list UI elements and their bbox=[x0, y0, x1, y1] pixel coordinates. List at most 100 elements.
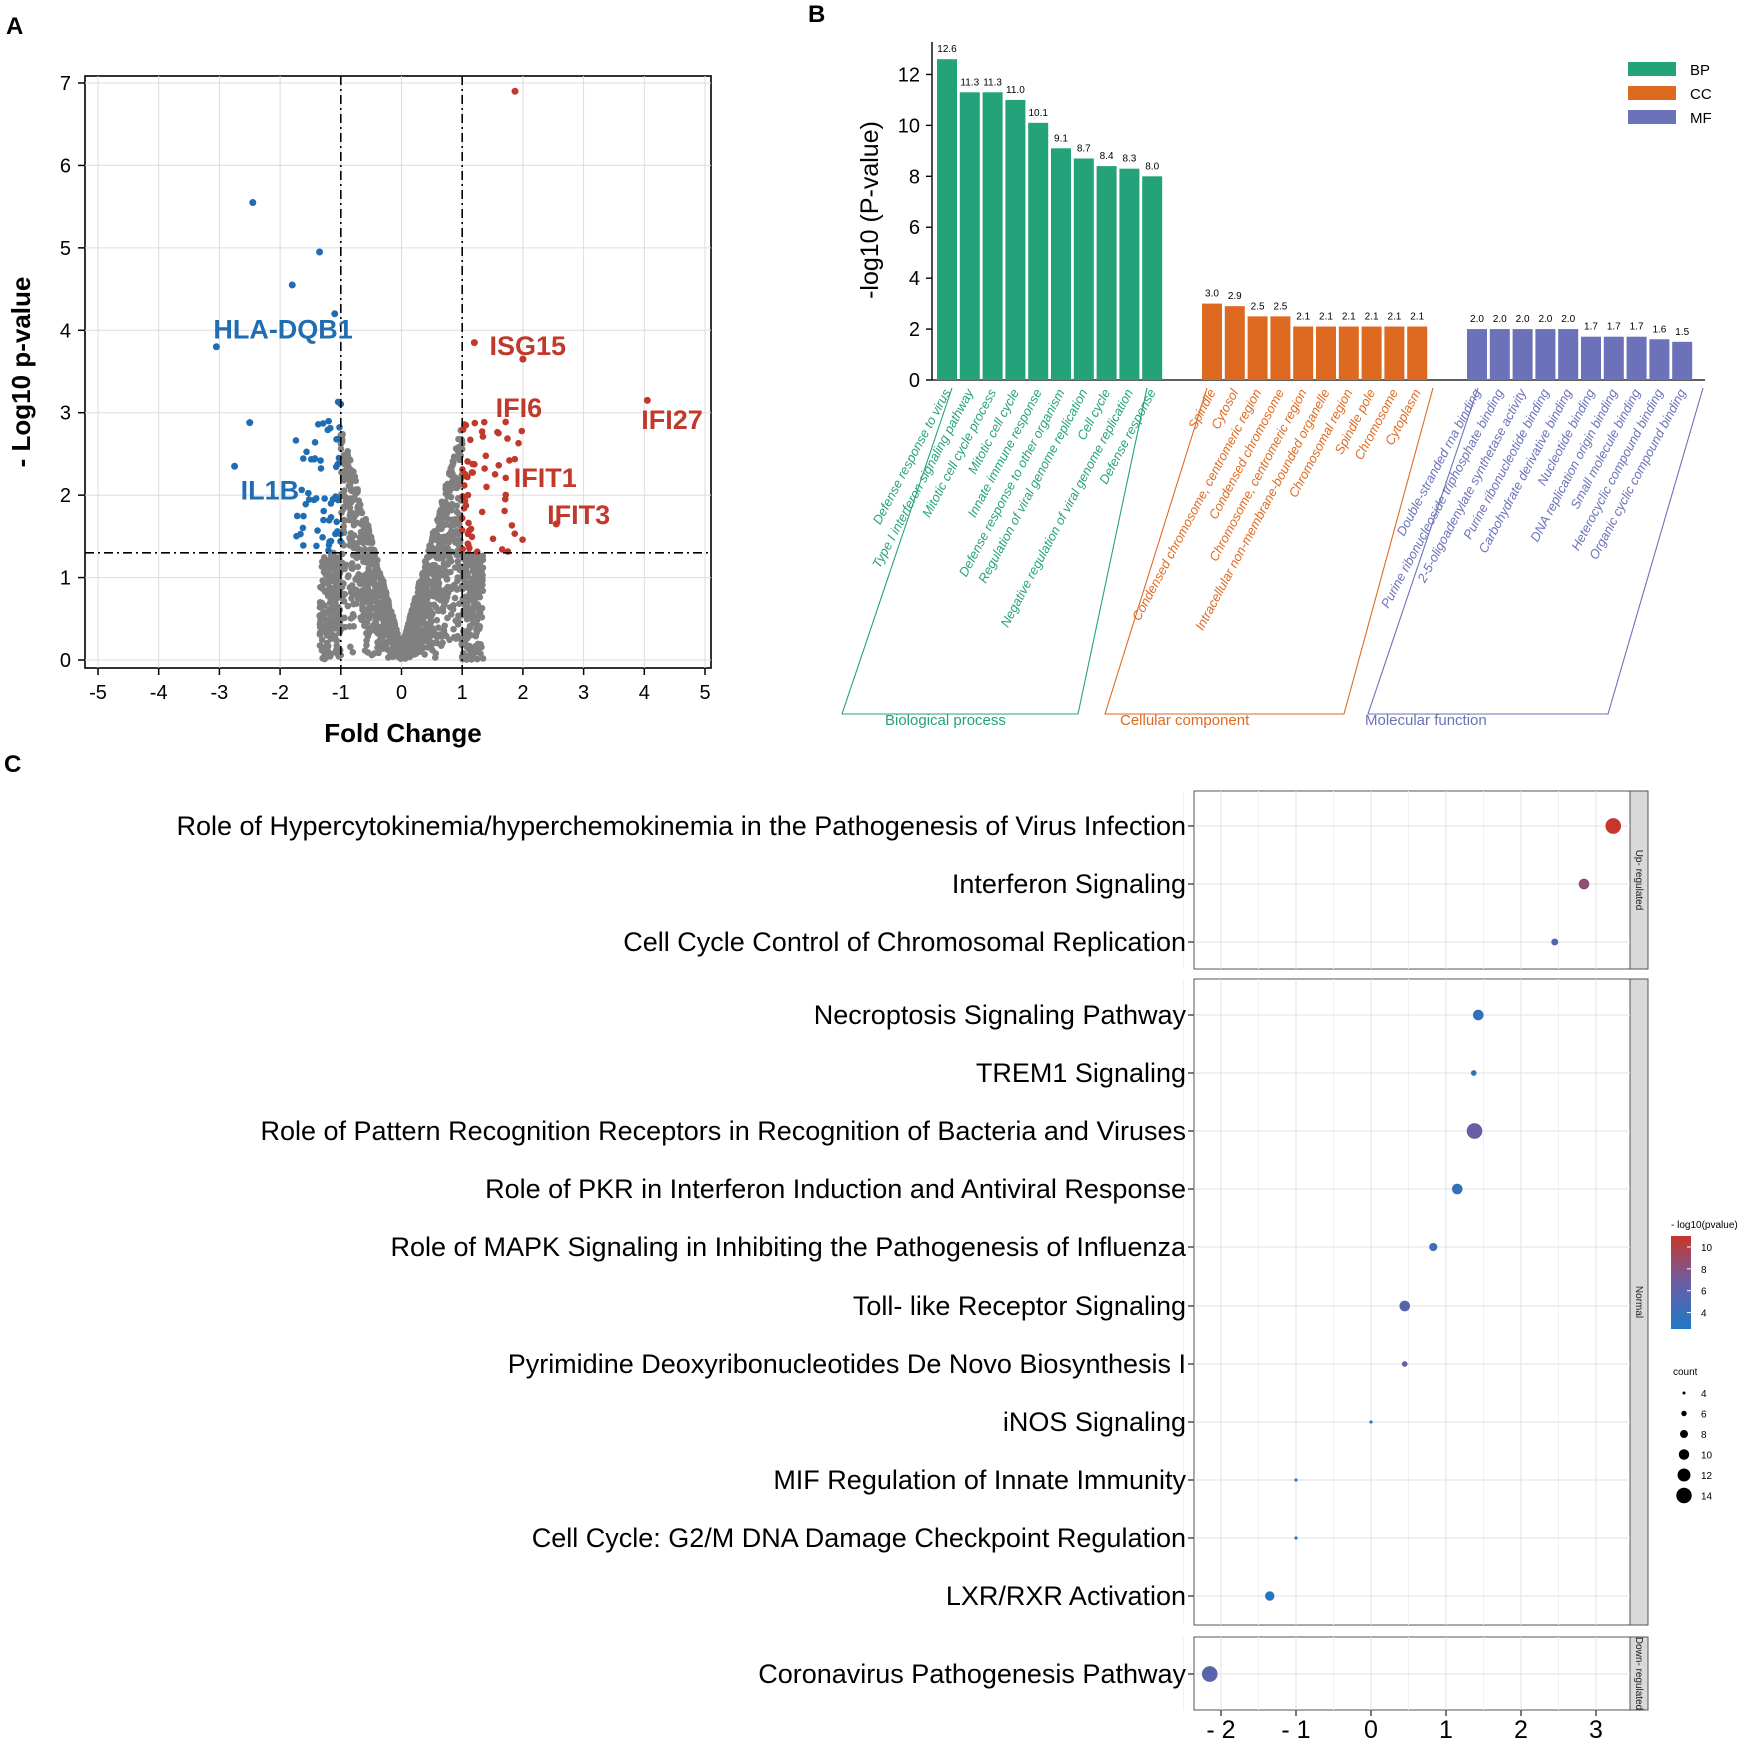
pathway-label: Role of PKR in Interferon Induction and … bbox=[485, 1174, 1186, 1204]
volcano-x-tick-label: -2 bbox=[271, 682, 289, 704]
volcano-point-nonsignificant bbox=[353, 510, 360, 518]
go-bar-cc bbox=[1338, 326, 1359, 380]
volcano-point-nonsignificant bbox=[337, 445, 345, 453]
volcano-y-tick-label: 6 bbox=[60, 155, 71, 177]
go-bar-mf bbox=[1467, 329, 1487, 380]
volcano-point-nonsignificant bbox=[320, 554, 328, 561]
pathway-label: Pyrimidine Deoxyribonucleotides De Novo … bbox=[508, 1349, 1186, 1379]
volcano-point-down bbox=[319, 534, 326, 541]
go-bar-value-label: 2.1 bbox=[1319, 312, 1333, 323]
pathway-label: Interferon Signaling bbox=[952, 869, 1186, 899]
volcano-point-nonsignificant bbox=[365, 528, 372, 536]
volcano-point-nonsignificant bbox=[443, 575, 451, 583]
volcano-point-nonsignificant bbox=[419, 596, 427, 603]
volcano-point-down bbox=[299, 455, 307, 462]
volcano-point-up bbox=[471, 419, 479, 427]
go-bar-value-label: 2.9 bbox=[1228, 291, 1242, 302]
volcano-point-up bbox=[465, 519, 472, 527]
volcano-point-down bbox=[293, 532, 300, 540]
go-legend: BP CC MF bbox=[1628, 62, 1712, 127]
pathway-label: Cell Cycle Control of Chromosomal Replic… bbox=[623, 927, 1186, 957]
volcano-point-nonsignificant bbox=[426, 542, 434, 550]
volcano-point-nonsignificant bbox=[316, 599, 324, 607]
go-bar-cc bbox=[1247, 316, 1268, 380]
volcano-point-nonsignificant bbox=[475, 583, 483, 591]
volcano-point-nonsignificant bbox=[332, 589, 339, 596]
volcano-point-nonsignificant bbox=[322, 571, 329, 578]
volcano-point-nonsignificant bbox=[442, 521, 450, 528]
volcano-point-nonsignificant bbox=[333, 594, 341, 602]
volcano-point-up bbox=[502, 474, 510, 482]
volcano-point-up bbox=[495, 461, 503, 469]
volcano-point-up bbox=[552, 520, 560, 528]
volcano-point-down bbox=[321, 495, 328, 502]
volcano-frame bbox=[84, 75, 712, 669]
volcano-point-nonsignificant bbox=[347, 529, 355, 537]
pathway-dot bbox=[1470, 1069, 1477, 1077]
volcano-point-nonsignificant bbox=[346, 535, 354, 543]
go-bar-value-label: 2.1 bbox=[1296, 312, 1310, 323]
volcano-point-nonsignificant bbox=[361, 545, 369, 553]
volcano-point-nonsignificant bbox=[464, 627, 472, 634]
volcano-point-down bbox=[334, 528, 341, 535]
volcano-point-nonsignificant bbox=[444, 481, 452, 489]
volcano-point-down bbox=[333, 436, 340, 443]
go-bar-value-label: 2.1 bbox=[1342, 312, 1356, 323]
volcano-point-nonsignificant bbox=[379, 597, 386, 605]
go-bar-chart: 0 2 4 6 8 10 12 12.6 11.3 11.3 11.0 10.1 9.1 8.7 8.4 8… bbox=[841, 42, 1712, 729]
volcano-point-nonsignificant bbox=[406, 614, 414, 621]
volcano-point-up bbox=[469, 460, 476, 468]
volcano-point-up bbox=[511, 530, 519, 537]
volcano-point-up bbox=[481, 465, 488, 472]
volcano-point-nonsignificant bbox=[431, 532, 438, 540]
volcano-point-nonsignificant bbox=[432, 650, 440, 657]
color-legend-tick-label: 8 bbox=[1701, 1265, 1707, 1276]
volcano-point-nonsignificant bbox=[414, 638, 422, 646]
go-y-tick-label: 10 bbox=[898, 115, 920, 137]
volcano-ticks: -5 -4 -3 -2 -1 0 1 2 3 4 5 0 1 2 3 4 5 6 7 bbox=[60, 73, 711, 704]
pathway-dot bbox=[1428, 1242, 1438, 1252]
volcano-point-down bbox=[288, 281, 296, 289]
volcano-point-nonsignificant bbox=[409, 632, 417, 640]
volcano-gene-label: IFI6 bbox=[496, 393, 543, 423]
pathway-x-tick-label: - 2 bbox=[1206, 1716, 1235, 1738]
volcano-point-nonsignificant bbox=[415, 588, 423, 596]
volcano-point-nonsignificant bbox=[364, 569, 371, 577]
go-bar-value-label: 2.1 bbox=[1387, 312, 1401, 323]
volcano-point-down bbox=[329, 496, 337, 503]
volcano-point-nonsignificant bbox=[461, 639, 469, 646]
go-bar-value-label: 11.3 bbox=[960, 77, 979, 88]
size-legend-label: 10 bbox=[1701, 1451, 1713, 1462]
volcano-point-up bbox=[501, 507, 508, 515]
go-y-tick-label: 2 bbox=[909, 319, 920, 341]
volcano-point-nonsignificant bbox=[446, 556, 453, 564]
volcano-point-nonsignificant bbox=[459, 595, 467, 603]
volcano-point-nonsignificant bbox=[344, 451, 351, 459]
volcano-point-nonsignificant bbox=[393, 647, 401, 655]
volcano-point-nonsignificant bbox=[371, 572, 379, 580]
volcano-point-up bbox=[459, 545, 467, 553]
volcano-point-nonsignificant bbox=[384, 630, 392, 638]
volcano-gene-label: IFIT1 bbox=[514, 463, 577, 493]
pathway-label: Role of Pattern Recognition Receptors in… bbox=[260, 1116, 1186, 1146]
pathway-x-tick-label: 0 bbox=[1364, 1716, 1378, 1738]
go-bar-value-label: 2.0 bbox=[1470, 314, 1484, 325]
go-bar-cc bbox=[1270, 316, 1291, 380]
volcano-point-nonsignificant bbox=[427, 617, 435, 625]
volcano-point-up bbox=[504, 435, 511, 442]
volcano-gene-label: ISG15 bbox=[490, 331, 567, 361]
volcano-point-up bbox=[468, 533, 476, 541]
go-legend-label: CC bbox=[1690, 86, 1712, 103]
volcano-point-nonsignificant bbox=[347, 615, 355, 622]
volcano-point-nonsignificant bbox=[433, 589, 441, 597]
volcano-point-nonsignificant bbox=[361, 521, 369, 528]
volcano-point-nonsignificant bbox=[326, 594, 334, 602]
pathway-facet-label: Normal bbox=[1633, 1286, 1644, 1318]
pathway-dot-plot: Up- regulated Normal Down- regulated Role … bbox=[176, 790, 1738, 1738]
volcano-point-nonsignificant bbox=[455, 612, 462, 620]
volcano-point-nonsignificant bbox=[448, 585, 455, 593]
pathway-label: Role of Hypercytokinemia/hyperchemokinem… bbox=[176, 811, 1186, 841]
go-bar-bp bbox=[1119, 168, 1140, 380]
volcano-point-nonsignificant bbox=[353, 574, 361, 582]
